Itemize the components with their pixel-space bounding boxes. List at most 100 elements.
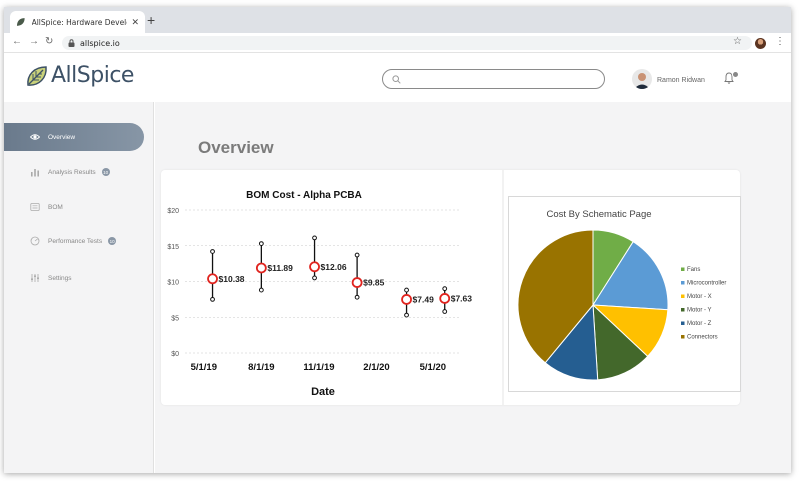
search-input[interactable] [406,74,596,84]
browser-toolbar: ← → ↻ allspice.io ☆ ⋮ [4,33,791,53]
user-avatar[interactable] [632,69,652,89]
gauge-icon [30,236,40,246]
range-end-marker [258,241,264,247]
tab-strip: AllSpice: Hardware Developme ✕ + [4,7,791,33]
legend-swatch [681,281,685,285]
range-end-marker [404,287,409,293]
sidebar-item-label: Analysis Results [48,168,96,176]
legend-entry: Fans [687,267,700,273]
data-label: $10.38 [219,274,245,284]
range-end-marker [404,312,409,318]
x-tick-label: 8/1/19 [248,362,274,373]
browser-menu-icon[interactable]: ⋮ [775,36,785,47]
url-text: allspice.io [80,38,120,48]
x-tick-label: 2/1/20 [363,362,389,373]
range-end-marker [312,275,317,281]
sidebar-item-label: Performance Tests [48,237,103,245]
data-label: $11.89 [267,263,293,273]
range-end-marker [442,309,448,314]
eye-icon [30,134,40,140]
y-tick-label: $15 [167,244,179,251]
legend-entry: Connectors [687,335,718,341]
legend-swatch [681,321,685,325]
legend-swatch [681,308,685,312]
data-point[interactable] [439,293,451,304]
sliders-icon [31,274,39,282]
app-header: AllSpice Ramon Ridwan [4,54,791,102]
range-end-marker [258,287,264,293]
bookmark-star-icon[interactable]: ☆ [733,36,742,47]
legend-entry: Motor - Z [687,321,712,327]
notification-dot [732,71,739,78]
sidebar-item-bom[interactable]: BOM [4,193,144,221]
bar-chart-icon [31,169,39,177]
browser-tab[interactable]: AllSpice: Hardware Developme ✕ [10,11,145,33]
sidebar-item-overview[interactable]: Overview [4,123,144,151]
legend-entry: Motor - X [687,294,712,300]
new-tab-button[interactable]: + [147,12,156,28]
y-tick-label: $10 [167,280,179,287]
profile-avatar-icon[interactable] [755,38,766,49]
range-end-marker [354,252,360,258]
address-bar[interactable]: allspice.io ☆ [62,36,752,50]
leaf-logo-icon [27,65,47,86]
x-tick-label: 5/1/20 [420,362,446,373]
dashboard-card: BOM Cost - Alpha PCBA $20 $15 $10 $5 $0 5/1/… [161,170,741,405]
data-point[interactable] [255,262,267,274]
x-tick-label: 5/1/19 [191,362,217,373]
reload-button[interactable]: ↻ [45,36,54,47]
x-axis-label: Date [311,386,335,398]
chart-title: BOM Cost - Alpha PCBA [246,190,362,201]
sidebar-item-label: Overview [48,133,76,141]
sidebar-item-label: Settings [48,274,72,282]
sidebar-item-analysis-results[interactable]: Analysis Results 10 [4,158,144,186]
browser-window: AllSpice: Hardware Developme ✕ + ← → ↻ a… [4,7,791,473]
user-name: Ramon Ridwan [657,77,705,84]
pie-slice[interactable] [517,229,594,364]
notification-bell-icon[interactable] [724,72,734,84]
chart-title: Cost By Schematic Page [546,209,651,220]
pie-slice[interactable] [592,240,669,311]
sidebar-item-label: BOM [48,203,63,211]
list-icon [30,203,40,211]
search-bar[interactable] [382,69,605,89]
data-point[interactable] [401,294,412,305]
legend-swatch [681,267,685,271]
data-point[interactable] [351,277,363,288]
bom-cost-chart: BOM Cost - Alpha PCBA $20 $15 $10 $5 $0 5/1/… [167,170,504,405]
page-title: Overview [198,138,274,157]
range-end-marker [442,286,448,292]
tab-title: AllSpice: Hardware Developme [31,17,128,27]
sidebar-item-settings[interactable]: Settings [4,264,144,292]
close-tab-icon[interactable]: ✕ [131,16,139,27]
y-tick-label: $0 [171,351,179,358]
sidebar-item-performance-tests[interactable]: Performance Tests 10 [4,227,144,255]
lock-icon [68,39,75,47]
allspice-leaf-icon [16,18,25,26]
data-label: $9.85 [363,278,385,288]
data-point[interactable] [309,261,320,273]
count-badge: 10 [101,168,110,176]
data-label: $12.06 [321,262,347,272]
data-label: $7.49 [413,294,435,304]
y-tick-label: $20 [167,208,179,215]
main-content: Overview BOM Cost - Alpha PCBA $20 $15 $10… [155,102,791,473]
allspice-logo[interactable]: AllSpice [26,63,134,88]
cost-by-schematic-chart: Cost By Schematic Page Fans Microcontroll… [517,209,726,381]
pie-chart-panel: Cost By Schematic Page Fans Microcontroll… [508,196,741,392]
count-badge: 10 [108,237,117,245]
back-button[interactable]: ← [12,36,22,47]
forward-button[interactable]: → [29,36,39,47]
search-icon [392,74,401,84]
data-point[interactable] [207,273,218,285]
range-end-marker [210,249,215,254]
range-end-marker [354,294,360,300]
range-end-marker [312,235,317,241]
y-tick-label: $5 [171,315,179,322]
legend-swatch [681,335,685,339]
logo-text: AllSpice [51,63,134,88]
legend-entry: Motor - Y [687,308,712,314]
legend-entry: Microcontroller [687,281,726,287]
range-end-marker [210,296,215,302]
sidebar: Overview Analysis Results 10 BOM Perform… [4,102,154,473]
